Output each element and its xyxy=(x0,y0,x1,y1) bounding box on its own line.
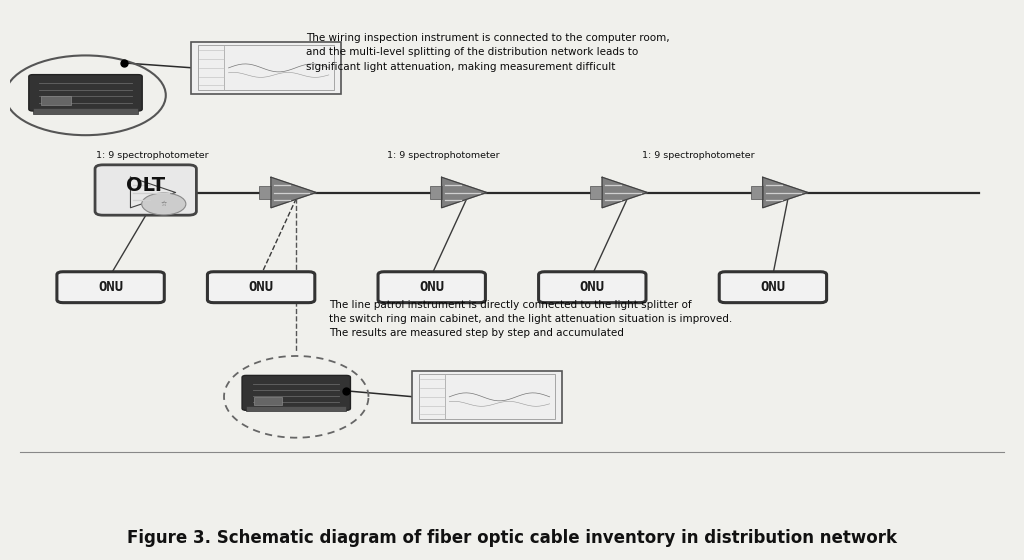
FancyBboxPatch shape xyxy=(29,74,142,111)
Bar xyxy=(33,108,138,114)
Polygon shape xyxy=(602,178,647,208)
FancyBboxPatch shape xyxy=(242,375,350,410)
Bar xyxy=(246,407,346,411)
Text: ONU: ONU xyxy=(419,280,444,294)
FancyBboxPatch shape xyxy=(378,272,485,302)
Text: 1: 9 spectrophotometer: 1: 9 spectrophotometer xyxy=(642,151,755,160)
Text: Figure 3. Schematic diagram of fiber optic cable inventory in distribution netwo: Figure 3. Schematic diagram of fiber opt… xyxy=(127,529,897,547)
Bar xyxy=(429,185,441,199)
FancyBboxPatch shape xyxy=(57,272,164,302)
Polygon shape xyxy=(271,178,316,208)
FancyBboxPatch shape xyxy=(199,45,334,90)
Polygon shape xyxy=(763,178,808,208)
Circle shape xyxy=(141,193,186,215)
FancyBboxPatch shape xyxy=(719,272,826,302)
Bar xyxy=(41,96,71,105)
Bar xyxy=(590,185,602,199)
Text: OLT: OLT xyxy=(126,175,165,194)
Text: ☆: ☆ xyxy=(161,201,167,207)
Bar xyxy=(751,185,763,199)
FancyBboxPatch shape xyxy=(539,272,646,302)
Text: ONU: ONU xyxy=(249,280,273,294)
FancyBboxPatch shape xyxy=(208,272,314,302)
Bar xyxy=(119,185,130,199)
Text: 1: 9 spectrophotometer: 1: 9 spectrophotometer xyxy=(387,151,499,160)
Polygon shape xyxy=(441,178,486,208)
Bar xyxy=(254,397,283,405)
Text: 1: 9 spectrophotometer: 1: 9 spectrophotometer xyxy=(95,151,208,160)
Text: ONU: ONU xyxy=(580,280,605,294)
FancyBboxPatch shape xyxy=(412,371,562,423)
Bar xyxy=(259,185,271,199)
Text: The wiring inspection instrument is connected to the computer room,
and the mult: The wiring inspection instrument is conn… xyxy=(306,33,670,72)
Text: ONU: ONU xyxy=(761,280,785,294)
Polygon shape xyxy=(130,178,176,208)
Text: The line patrol instrument is directly connected to the light splitter of
the sw: The line patrol instrument is directly c… xyxy=(330,300,732,338)
Text: ONU: ONU xyxy=(98,280,123,294)
FancyBboxPatch shape xyxy=(95,165,197,215)
FancyBboxPatch shape xyxy=(419,375,555,419)
FancyBboxPatch shape xyxy=(191,42,341,94)
